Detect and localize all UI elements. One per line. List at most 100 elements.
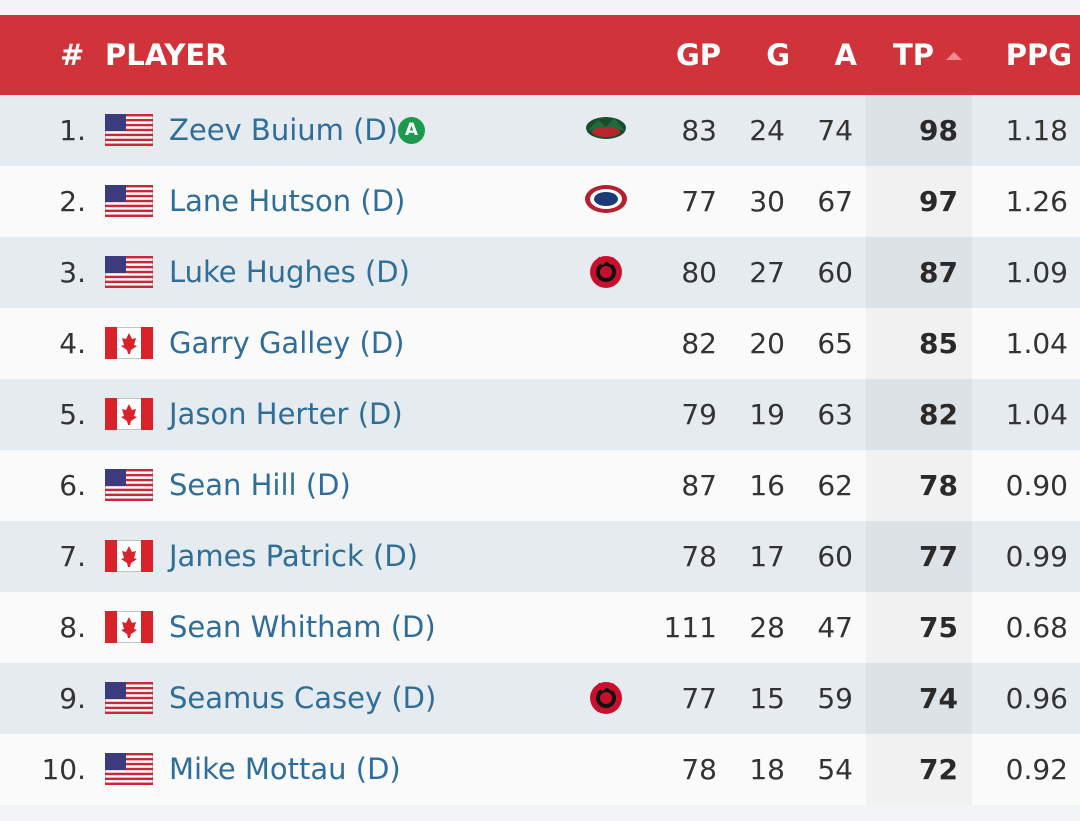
- a: 54: [817, 753, 853, 786]
- player-name[interactable]: Garry Galley (D): [169, 326, 405, 360]
- ppg: 1.26: [1005, 185, 1068, 218]
- gp: 77: [681, 682, 717, 715]
- g: 27: [749, 256, 785, 289]
- gp: 79: [681, 398, 717, 431]
- ppg: 1.04: [1005, 398, 1068, 431]
- a: 60: [817, 540, 853, 573]
- tp: 77: [919, 540, 958, 573]
- g: 16: [749, 469, 785, 502]
- gp: 78: [681, 753, 717, 786]
- g: 17: [749, 540, 785, 573]
- rank: 5.: [59, 398, 86, 431]
- a: 67: [817, 185, 853, 218]
- team-logo: [586, 117, 626, 139]
- rank: 3.: [59, 256, 86, 289]
- g: 24: [749, 114, 785, 147]
- table-row: 8. Sean Whitham (D) 111 28 47 75 0.68: [0, 592, 1080, 663]
- player-name[interactable]: Mike Mottau (D): [169, 752, 401, 786]
- table-row: 9. Seamus Casey (D) 77 15 59 74 0.96: [0, 663, 1080, 734]
- table-row: 6. Sean Hill (D) 87 16 62 78 0.90: [0, 450, 1080, 521]
- team-logo: [585, 185, 627, 213]
- tp: 82: [919, 398, 958, 431]
- rank: 9.: [59, 682, 86, 715]
- flag: [105, 682, 153, 714]
- g: 15: [749, 682, 785, 715]
- g: 28: [749, 611, 785, 644]
- flag: [105, 185, 153, 217]
- flag: [105, 540, 153, 572]
- a: 62: [817, 469, 853, 502]
- tp: 78: [919, 469, 958, 502]
- rank: 6.: [59, 469, 86, 502]
- col-player[interactable]: PLAYER: [105, 38, 228, 72]
- rank: 10.: [41, 753, 86, 786]
- header-bar: [0, 15, 1080, 95]
- gp: 78: [681, 540, 717, 573]
- g: 20: [749, 327, 785, 360]
- team-logo: [590, 682, 622, 714]
- gp: 77: [681, 185, 717, 218]
- ppg: 0.99: [1005, 540, 1068, 573]
- flag: [105, 114, 153, 146]
- player-name[interactable]: Jason Herter (D): [169, 397, 403, 431]
- rank: 8.: [59, 611, 86, 644]
- ppg: 0.90: [1005, 469, 1068, 502]
- a: 65: [817, 327, 853, 360]
- flag: [105, 469, 153, 501]
- col-g[interactable]: G: [766, 38, 790, 72]
- table-row: 7. James Patrick (D) 78 17 60 77 0.99: [0, 521, 1080, 592]
- ppg: 0.68: [1005, 611, 1068, 644]
- ppg: 0.96: [1005, 682, 1068, 715]
- tp: 72: [919, 753, 958, 786]
- rank: 4.: [59, 327, 86, 360]
- col-tp[interactable]: TP: [893, 38, 935, 72]
- player-name[interactable]: Zeev Buium (D): [169, 113, 399, 147]
- a: 74: [817, 114, 853, 147]
- gp: 80: [681, 256, 717, 289]
- player-name[interactable]: James Patrick (D): [169, 539, 418, 573]
- flag: [105, 256, 153, 288]
- ppg: 1.18: [1005, 114, 1068, 147]
- col-rank: #: [60, 38, 85, 72]
- rank: 2.: [59, 185, 86, 218]
- rank: 1.: [59, 114, 86, 147]
- tp: 98: [919, 114, 958, 147]
- g: 30: [749, 185, 785, 218]
- player-name[interactable]: Luke Hughes (D): [169, 255, 410, 289]
- tp: 75: [919, 611, 958, 644]
- table-row: 4. Garry Galley (D) 82 20 65 85 1.04: [0, 308, 1080, 379]
- tp: 74: [919, 682, 958, 715]
- team-logo: [590, 256, 622, 288]
- player-name[interactable]: Sean Hill (D): [169, 468, 351, 502]
- player-name[interactable]: Seamus Casey (D): [169, 681, 437, 715]
- table-row: 10. Mike Mottau (D) 78 18 54 72 0.92: [0, 734, 1080, 805]
- ppg: 1.04: [1005, 327, 1068, 360]
- tp: 97: [919, 185, 958, 218]
- gp: 111: [663, 611, 717, 644]
- g: 19: [749, 398, 785, 431]
- flag: [105, 611, 153, 643]
- ppg: 0.92: [1005, 753, 1068, 786]
- gp: 82: [681, 327, 717, 360]
- gp: 87: [681, 469, 717, 502]
- col-gp[interactable]: GP: [675, 38, 721, 72]
- table-row: 3. Luke Hughes (D) 80 27 60 87 1.09: [0, 237, 1080, 308]
- a: 47: [817, 611, 853, 644]
- gp: 83: [681, 114, 717, 147]
- flag: [105, 753, 153, 785]
- a: 59: [817, 682, 853, 715]
- player-name[interactable]: Lane Hutson (D): [169, 184, 406, 218]
- flag: [105, 327, 153, 359]
- col-ppg[interactable]: PPG: [1005, 38, 1072, 72]
- table-row: 2. Lane Hutson (D) 77 30 67 97 1.26: [0, 166, 1080, 237]
- a: 60: [817, 256, 853, 289]
- g: 18: [749, 753, 785, 786]
- badge: A: [398, 117, 425, 144]
- player-name[interactable]: Sean Whitham (D): [169, 610, 436, 644]
- col-a[interactable]: A: [834, 38, 857, 72]
- tp: 85: [919, 327, 958, 360]
- table-row: 5. Jason Herter (D) 79 19 63 82 1.04: [0, 379, 1080, 450]
- sort-arrow: [946, 52, 962, 60]
